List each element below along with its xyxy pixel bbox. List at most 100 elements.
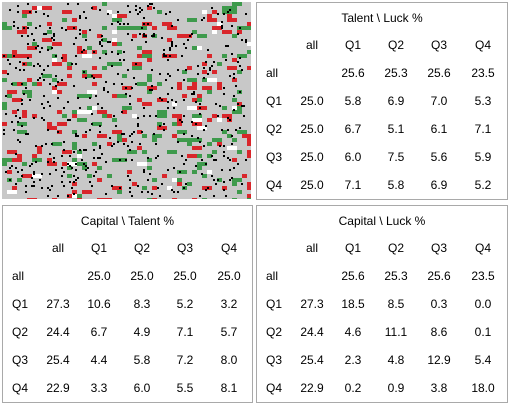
agent-dot bbox=[175, 101, 177, 103]
table-cell: 8.5 bbox=[387, 297, 405, 311]
event-cell bbox=[167, 26, 177, 30]
agent-dot bbox=[123, 23, 125, 25]
agent-dot bbox=[85, 165, 87, 167]
event-cell bbox=[67, 194, 72, 198]
agent-dot bbox=[189, 35, 191, 37]
agent-dot bbox=[163, 55, 165, 57]
event-cell bbox=[157, 10, 162, 14]
agent-dot bbox=[19, 69, 21, 71]
agent-dot bbox=[139, 33, 141, 35]
agent-dot bbox=[85, 77, 87, 79]
agent-dot bbox=[221, 129, 223, 131]
table-cell: 5.5 bbox=[176, 381, 194, 395]
agent-dot bbox=[199, 107, 201, 109]
event-cell bbox=[82, 110, 92, 114]
agent-dot bbox=[47, 187, 49, 189]
table-cell: 5.7 bbox=[220, 325, 238, 339]
row-label: all bbox=[266, 66, 279, 80]
agent-dot bbox=[147, 23, 149, 25]
event-cell bbox=[67, 166, 72, 170]
agent-dot bbox=[149, 89, 151, 91]
event-cell bbox=[172, 178, 177, 182]
event-cell bbox=[142, 150, 147, 154]
agent-dot bbox=[61, 57, 63, 59]
agent-dot bbox=[17, 139, 19, 141]
agent-dot bbox=[49, 173, 51, 175]
event-cell bbox=[62, 122, 67, 126]
agent-dot bbox=[93, 51, 95, 53]
agent-dot bbox=[17, 11, 19, 13]
agent-dot bbox=[221, 21, 223, 23]
event-cell bbox=[112, 130, 122, 134]
agent-dot bbox=[47, 161, 49, 163]
event-cell bbox=[47, 46, 52, 50]
event-cell bbox=[22, 110, 27, 114]
agent-dot bbox=[101, 35, 103, 37]
event-cell bbox=[57, 90, 62, 94]
agent-dot bbox=[73, 175, 75, 177]
agent-dot bbox=[29, 11, 31, 13]
event-cell bbox=[112, 94, 117, 98]
event-cell bbox=[117, 62, 122, 66]
agent-dot bbox=[101, 39, 103, 41]
event-cell bbox=[212, 150, 217, 154]
agent-dot bbox=[203, 77, 205, 79]
event-cell bbox=[87, 90, 97, 94]
agent-dot bbox=[187, 39, 189, 41]
agent-dot bbox=[41, 117, 43, 119]
agent-dot bbox=[41, 187, 43, 189]
agent-dot bbox=[219, 145, 221, 147]
agent-dot bbox=[245, 39, 247, 41]
agent-dot bbox=[151, 89, 153, 91]
agent-dot bbox=[33, 39, 35, 41]
event-cell bbox=[97, 198, 107, 199]
agent-dot bbox=[151, 69, 153, 71]
agent-dot bbox=[5, 95, 7, 97]
event-cell bbox=[177, 82, 182, 86]
agent-dot bbox=[179, 171, 181, 173]
agent-dot bbox=[97, 103, 99, 105]
agent-dot bbox=[227, 129, 229, 131]
agent-dot bbox=[47, 15, 49, 17]
agent-dot bbox=[155, 143, 157, 145]
table-cell: 6.9 bbox=[387, 94, 405, 108]
table-cell: 25.0 bbox=[87, 269, 111, 283]
agent-dot bbox=[149, 173, 151, 175]
agent-dot bbox=[181, 121, 183, 123]
event-cell bbox=[32, 42, 37, 46]
agent-dot bbox=[43, 79, 45, 81]
event-cell bbox=[82, 34, 87, 38]
agent-dot bbox=[75, 179, 77, 181]
agent-dot bbox=[99, 147, 101, 149]
event-cell bbox=[217, 142, 222, 146]
agent-dot bbox=[61, 27, 63, 29]
agent-dot bbox=[43, 69, 45, 71]
agent-dot bbox=[223, 181, 225, 183]
event-cell bbox=[12, 158, 22, 162]
table-cell: 24.4 bbox=[46, 325, 70, 339]
agent-dot bbox=[27, 57, 29, 59]
event-cell bbox=[77, 198, 82, 199]
event-cell bbox=[232, 34, 237, 38]
event-cell bbox=[77, 162, 87, 166]
agent-dot bbox=[61, 181, 63, 183]
capital-talent-table: Capital \ Talent % all Q1 Q2 Q3 Q4 all 25.0 25.… bbox=[2, 205, 253, 403]
agent-dot bbox=[171, 87, 173, 89]
agent-dot bbox=[195, 101, 197, 103]
agent-dot bbox=[139, 143, 141, 145]
agent-dot bbox=[167, 101, 169, 103]
agent-dot bbox=[145, 35, 147, 37]
column-header: Q3 bbox=[176, 241, 194, 255]
agent-dot bbox=[245, 13, 247, 15]
agent-dot bbox=[201, 19, 203, 21]
event-cell bbox=[17, 54, 27, 58]
agent-dot bbox=[237, 103, 239, 105]
event-cell bbox=[147, 74, 152, 78]
agent-dot bbox=[143, 35, 145, 37]
event-cell bbox=[132, 182, 137, 186]
event-cell bbox=[112, 186, 122, 190]
event-cell bbox=[77, 94, 82, 98]
event-cell bbox=[167, 54, 177, 58]
agent-dot bbox=[191, 135, 193, 137]
agent-dot bbox=[227, 117, 229, 119]
